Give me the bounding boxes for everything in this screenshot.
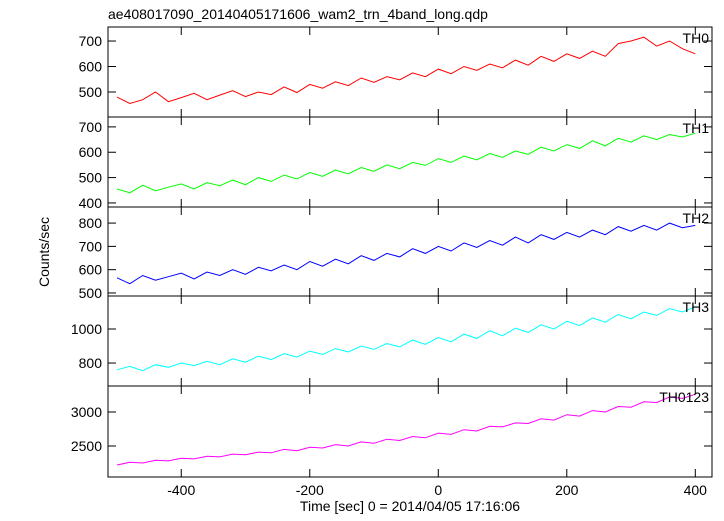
series-label: TH0123 <box>659 389 709 405</box>
x-tick-label: 0 <box>434 482 442 498</box>
series-label: TH3 <box>683 299 710 315</box>
y-tick-label: 600 <box>79 144 103 160</box>
data-line <box>116 132 696 194</box>
panel-frame <box>107 385 713 478</box>
x-tick-label: -200 <box>296 482 324 498</box>
y-tick-label: 700 <box>79 33 103 49</box>
y-tick-label: 2500 <box>71 438 102 454</box>
y-tick-label: 500 <box>79 170 103 186</box>
x-axis-label: Time [sec] 0 = 2014/04/05 17:16:06 <box>300 498 520 514</box>
y-tick-label: 800 <box>79 355 103 371</box>
series-label: TH0 <box>683 30 710 46</box>
y-tick-label: 1000 <box>71 321 102 337</box>
data-line <box>116 222 696 285</box>
y-tick-label: 700 <box>79 119 103 135</box>
series-label: TH1 <box>683 120 710 136</box>
data-line <box>116 36 696 105</box>
y-tick-label: 800 <box>79 215 103 231</box>
data-line <box>116 393 696 466</box>
y-tick-label: 600 <box>79 59 103 75</box>
y-tick-label: 500 <box>79 84 103 100</box>
y-tick-label: 600 <box>79 262 103 278</box>
x-tick-label: -400 <box>167 482 195 498</box>
y-tick-label: 700 <box>79 238 103 254</box>
y-tick-label: 3000 <box>71 404 102 420</box>
panel-frame <box>107 116 713 208</box>
y-tick-label: 400 <box>79 195 103 211</box>
data-line <box>116 306 696 372</box>
x-tick-label: 400 <box>684 482 708 498</box>
series-label: TH2 <box>683 210 710 226</box>
chart-title: ae408017090_20140405171606_wam2_trn_4ban… <box>108 6 488 22</box>
y-axis-label: Counts/sec <box>36 217 52 287</box>
x-tick-label: 200 <box>555 482 579 498</box>
y-tick-label: 500 <box>79 285 103 301</box>
panel-frame <box>107 206 713 297</box>
panel-frame <box>107 26 713 118</box>
